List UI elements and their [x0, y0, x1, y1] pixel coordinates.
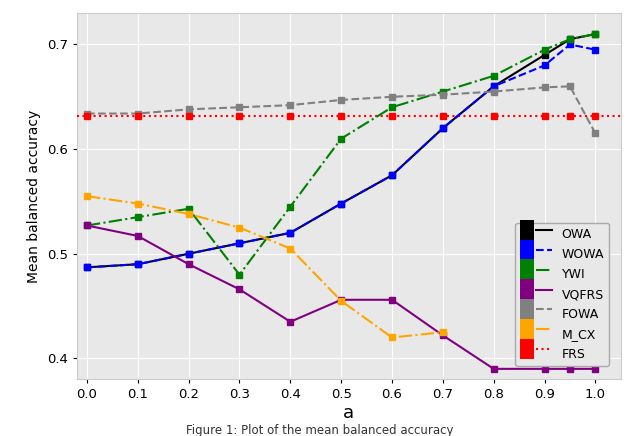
M_CX	[287, 246, 294, 251]
OWA	[541, 52, 548, 58]
YWI	[236, 272, 243, 277]
VQFRS	[83, 223, 91, 228]
Line: VQFRS: VQFRS	[84, 222, 598, 372]
M_CX	[439, 330, 447, 335]
YWI	[591, 31, 599, 37]
WOWA	[236, 241, 243, 246]
FOWA	[185, 107, 193, 112]
WOWA	[83, 265, 91, 270]
YWI	[337, 136, 345, 141]
YWI	[490, 73, 497, 78]
M_CX	[185, 211, 193, 217]
Line: M_CX: M_CX	[84, 193, 446, 341]
VQFRS	[490, 366, 497, 371]
OWA	[388, 173, 396, 178]
M_CX	[83, 194, 91, 199]
FOWA	[439, 92, 447, 97]
Text: Figure 1: Plot of the mean balanced accuracy: Figure 1: Plot of the mean balanced accu…	[186, 424, 454, 436]
OWA	[236, 241, 243, 246]
M_CX	[337, 298, 345, 303]
OWA	[83, 265, 91, 270]
WOWA	[287, 230, 294, 235]
VQFRS	[388, 297, 396, 303]
YWI	[541, 47, 548, 52]
FOWA	[591, 131, 599, 136]
VQFRS	[236, 287, 243, 292]
Line: YWI: YWI	[84, 31, 598, 278]
Line: FOWA: FOWA	[84, 83, 598, 136]
OWA	[490, 84, 497, 89]
YWI	[287, 204, 294, 209]
FOWA	[388, 94, 396, 99]
OWA	[185, 251, 193, 256]
YWI	[566, 37, 574, 42]
Legend: OWA, WOWA, YWI, VQFRS, FOWA, M_CX, FRS: OWA, WOWA, YWI, VQFRS, FOWA, M_CX, FRS	[515, 223, 609, 366]
VQFRS	[541, 366, 548, 371]
YWI	[185, 206, 193, 211]
FOWA	[134, 111, 141, 116]
YWI	[83, 223, 91, 228]
WOWA	[134, 262, 141, 267]
Y-axis label: Mean balanced accuracy: Mean balanced accuracy	[28, 109, 41, 283]
WOWA	[490, 84, 497, 89]
FOWA	[337, 97, 345, 102]
OWA	[337, 201, 345, 206]
FOWA	[236, 105, 243, 110]
VQFRS	[566, 366, 574, 371]
FOWA	[83, 111, 91, 116]
FOWA	[287, 102, 294, 108]
YWI	[134, 215, 141, 220]
OWA	[439, 126, 447, 131]
VQFRS	[337, 297, 345, 303]
M_CX	[236, 225, 243, 230]
OWA	[591, 31, 599, 37]
VQFRS	[287, 319, 294, 324]
WOWA	[591, 47, 599, 52]
WOWA	[388, 173, 396, 178]
WOWA	[337, 201, 345, 206]
OWA	[287, 230, 294, 235]
OWA	[134, 262, 141, 267]
WOWA	[439, 126, 447, 131]
FOWA	[566, 84, 574, 89]
Line: OWA: OWA	[84, 31, 598, 270]
VQFRS	[439, 333, 447, 338]
FOWA	[541, 85, 548, 90]
VQFRS	[591, 366, 599, 371]
WOWA	[566, 42, 574, 47]
M_CX	[134, 201, 141, 206]
VQFRS	[185, 262, 193, 267]
FOWA	[490, 89, 497, 94]
Line: WOWA: WOWA	[84, 41, 598, 270]
YWI	[388, 105, 396, 110]
M_CX	[388, 335, 396, 340]
WOWA	[185, 251, 193, 256]
WOWA	[541, 63, 548, 68]
OWA	[566, 37, 574, 42]
VQFRS	[134, 233, 141, 238]
YWI	[439, 89, 447, 94]
X-axis label: a: a	[343, 404, 355, 422]
